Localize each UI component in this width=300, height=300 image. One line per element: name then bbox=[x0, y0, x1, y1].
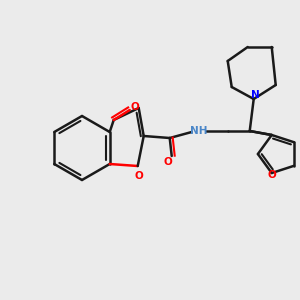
Text: O: O bbox=[267, 170, 276, 180]
Text: O: O bbox=[134, 171, 143, 181]
Text: N: N bbox=[251, 90, 260, 100]
Text: O: O bbox=[130, 102, 139, 112]
Text: O: O bbox=[163, 157, 172, 167]
Text: NH: NH bbox=[190, 126, 208, 136]
